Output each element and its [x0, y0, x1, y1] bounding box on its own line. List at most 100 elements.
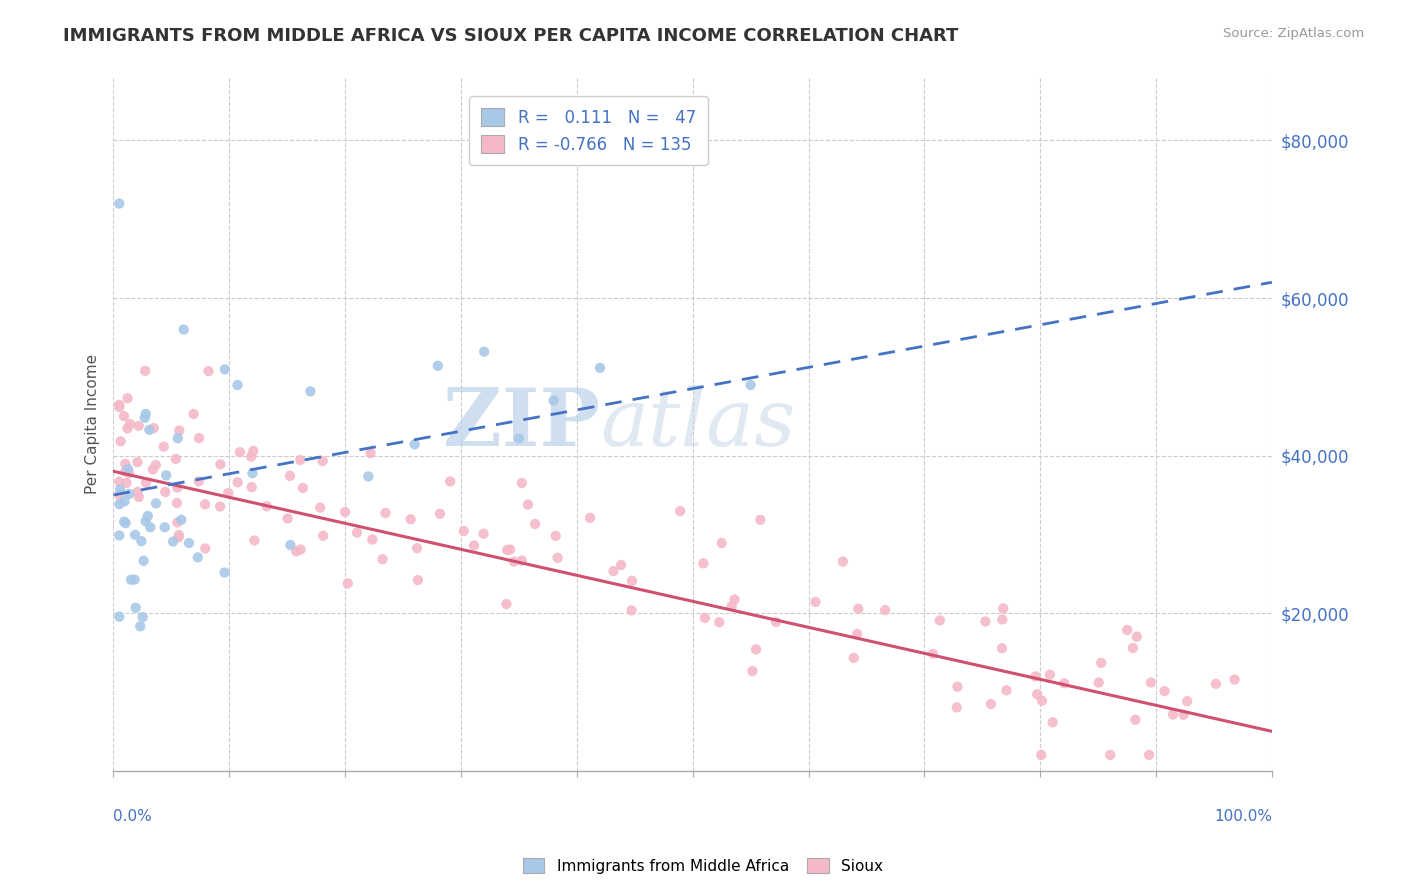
Point [187, 475, 209, 489]
Point [1161, 707, 1184, 722]
Point [117, 421, 139, 435]
Point [170, 513, 193, 527]
Text: ZIP: ZIP [443, 385, 600, 463]
Point [165, 451, 187, 466]
Point [980, 697, 1002, 711]
Point [399, 512, 422, 526]
Point [108, 196, 131, 211]
Point [127, 455, 149, 469]
Point [720, 599, 742, 614]
Point [406, 573, 429, 587]
Point [579, 511, 602, 525]
Point [108, 398, 131, 412]
Point [108, 528, 131, 542]
Point [508, 432, 530, 446]
Point [404, 437, 426, 451]
Point [129, 619, 152, 633]
Point [463, 538, 485, 552]
Point [177, 536, 200, 550]
Point [453, 524, 475, 538]
Point [243, 533, 266, 548]
Point [278, 469, 301, 483]
Point [117, 391, 139, 405]
Point [524, 516, 547, 531]
Point [406, 541, 429, 556]
Point [187, 550, 209, 565]
Point [214, 362, 236, 376]
Text: atlas: atlas [600, 385, 796, 463]
Point [240, 480, 263, 494]
Point [875, 603, 897, 617]
Point [991, 612, 1014, 626]
Point [139, 520, 162, 534]
Point [112, 409, 135, 424]
Point [610, 558, 633, 572]
Point [136, 508, 159, 523]
Point [745, 642, 768, 657]
Point [360, 446, 382, 460]
Point [290, 453, 312, 467]
Point [194, 541, 217, 556]
Text: 0.0%: 0.0% [114, 809, 152, 824]
Point [361, 533, 384, 547]
Point [108, 497, 131, 511]
Point [346, 525, 368, 540]
Point [1025, 669, 1047, 683]
Point [357, 469, 380, 483]
Point [831, 555, 853, 569]
Point [166, 431, 188, 445]
Point [842, 651, 865, 665]
Point [209, 458, 232, 472]
Point [1223, 673, 1246, 687]
Point [169, 424, 191, 438]
Point [543, 393, 565, 408]
Point [127, 484, 149, 499]
Point [117, 462, 139, 476]
Point [1031, 747, 1053, 762]
Point [510, 475, 533, 490]
Point [1116, 623, 1139, 637]
Point [142, 462, 165, 476]
Point [166, 481, 188, 495]
Point [120, 573, 142, 587]
Point [709, 615, 731, 630]
Point [132, 610, 155, 624]
Point [299, 384, 322, 399]
Point [167, 530, 190, 544]
Point [173, 322, 195, 336]
Point [118, 466, 141, 480]
Point [309, 500, 332, 515]
Point [1031, 694, 1053, 708]
Point [472, 526, 495, 541]
Point [1090, 656, 1112, 670]
Point [285, 544, 308, 558]
Point [131, 534, 153, 549]
Point [1026, 687, 1049, 701]
Point [217, 486, 239, 500]
Point [620, 603, 643, 617]
Point [291, 481, 314, 495]
Point [804, 595, 827, 609]
Point [229, 445, 252, 459]
Point [242, 466, 264, 480]
Point [166, 516, 188, 530]
Point [214, 566, 236, 580]
Point [162, 534, 184, 549]
Point [1205, 677, 1227, 691]
Point [1140, 675, 1163, 690]
Y-axis label: Per Capita Income: Per Capita Income [86, 354, 100, 494]
Point [277, 511, 299, 525]
Point [112, 515, 135, 529]
Point [108, 609, 131, 624]
Point [114, 457, 136, 471]
Point [135, 514, 157, 528]
Point [312, 454, 335, 468]
Point [993, 601, 1015, 615]
Point [495, 597, 517, 611]
Point [693, 611, 716, 625]
Point [974, 615, 997, 629]
Point [108, 483, 131, 497]
Point [138, 423, 160, 437]
Point [439, 475, 461, 489]
Point [710, 536, 733, 550]
